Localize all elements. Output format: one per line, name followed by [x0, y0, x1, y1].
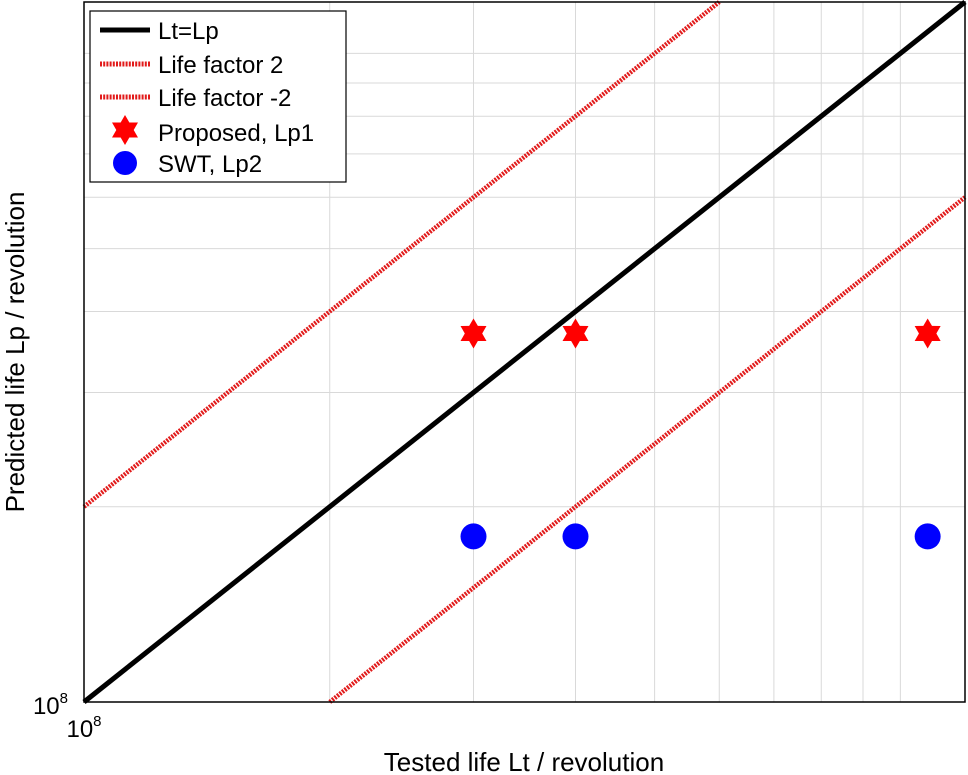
proposed-point: [562, 318, 589, 349]
legend-box: [89, 10, 347, 183]
legend-label-swt: SWT, Lp2: [158, 151, 262, 178]
swt-point: [460, 523, 487, 550]
y-axis-label: Predicted life Lp / revolution: [0, 192, 30, 513]
proposed-point: [914, 318, 941, 349]
swt-point: [562, 523, 589, 550]
data-points: [460, 318, 941, 550]
legend-label-life-factor-2: Life factor 2: [158, 52, 283, 79]
line-life-factor-2: [82, 0, 721, 509]
legend-label-lt-lp: Lt=Lp: [158, 18, 219, 45]
reference-lines: [82, 0, 967, 704]
legend-star-icon: [112, 115, 138, 145]
x-axis-label: Tested life Lt / revolution: [384, 747, 664, 775]
x-tick-label: 108: [66, 713, 101, 743]
swt-point: [914, 523, 941, 550]
y-tick-label: 108: [33, 690, 68, 720]
proposed-point: [460, 318, 487, 349]
legend-label-proposed: Proposed, Lp1: [158, 120, 314, 147]
legend: Lt=Lp Life factor 2 Life factor -2 Propo…: [89, 10, 347, 183]
line-lt-lp: [82, 0, 967, 704]
legend-circle-icon: [113, 151, 137, 175]
line-life-factor-neg2: [328, 195, 967, 704]
grid: [84, 2, 965, 702]
plot-frame: [83, 1, 966, 703]
legend-label-life-factor-neg2: Life factor -2: [158, 85, 291, 112]
